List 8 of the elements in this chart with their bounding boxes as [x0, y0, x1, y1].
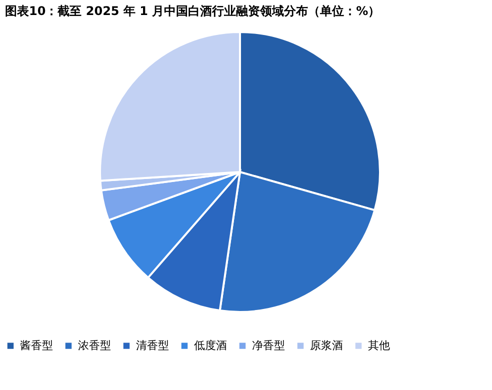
- legend-label: 低度酒: [194, 338, 227, 352]
- legend-label: 浓香型: [78, 338, 111, 352]
- legend-label: 原浆酒: [310, 338, 343, 352]
- legend-label: 清香型: [136, 338, 169, 352]
- legend-label: 其他: [368, 338, 390, 352]
- legend-label: 酱香型: [20, 338, 53, 352]
- legend-label: 净香型: [252, 338, 285, 352]
- chart-title: 图表10：截至 2025 年 1 月中国白酒行业融资领域分布（单位：%）: [5, 4, 380, 18]
